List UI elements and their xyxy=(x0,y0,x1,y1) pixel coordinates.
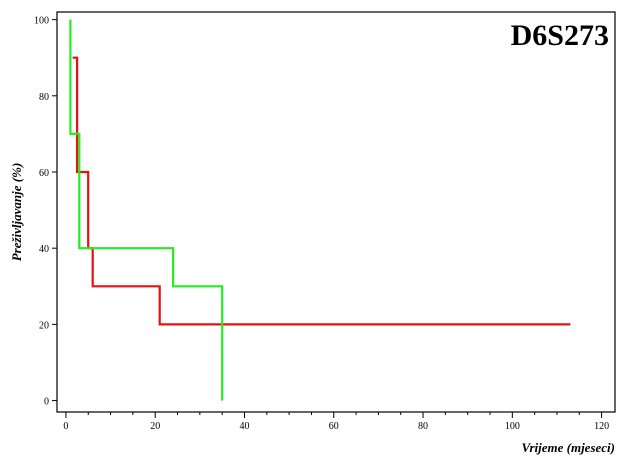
y-tick-label: 40 xyxy=(39,244,49,255)
x-tick-label: 80 xyxy=(418,421,428,432)
series-lines xyxy=(69,19,571,401)
plot-frame xyxy=(56,11,616,413)
y-axis-ticks: 0 20 40 60 80 100 xyxy=(34,16,57,408)
y-tick-label: 80 xyxy=(39,92,49,103)
y-axis-label: Preživljavanje (%) xyxy=(9,163,24,262)
x-tick-label: 0 xyxy=(63,421,68,432)
x-axis-label: Vrijeme (mjeseci) xyxy=(521,440,615,455)
series-line-1 xyxy=(72,56,571,326)
y-tick-label: 100 xyxy=(34,16,49,27)
y-tick-label: 20 xyxy=(39,320,49,331)
x-tick-label: 60 xyxy=(329,421,339,432)
x-tick-label: 120 xyxy=(594,421,609,432)
y-tick-label: 0 xyxy=(44,397,49,408)
series-line-2 xyxy=(69,19,224,401)
x-tick-label: 100 xyxy=(505,421,520,432)
x-axis-ticks: 0 20 40 60 80 100 120 xyxy=(63,412,609,432)
x-tick-label: 20 xyxy=(150,421,160,432)
y-tick-label: 60 xyxy=(39,168,49,179)
x-tick-label: 40 xyxy=(239,421,249,432)
chart-title: D6S273 xyxy=(511,19,609,52)
